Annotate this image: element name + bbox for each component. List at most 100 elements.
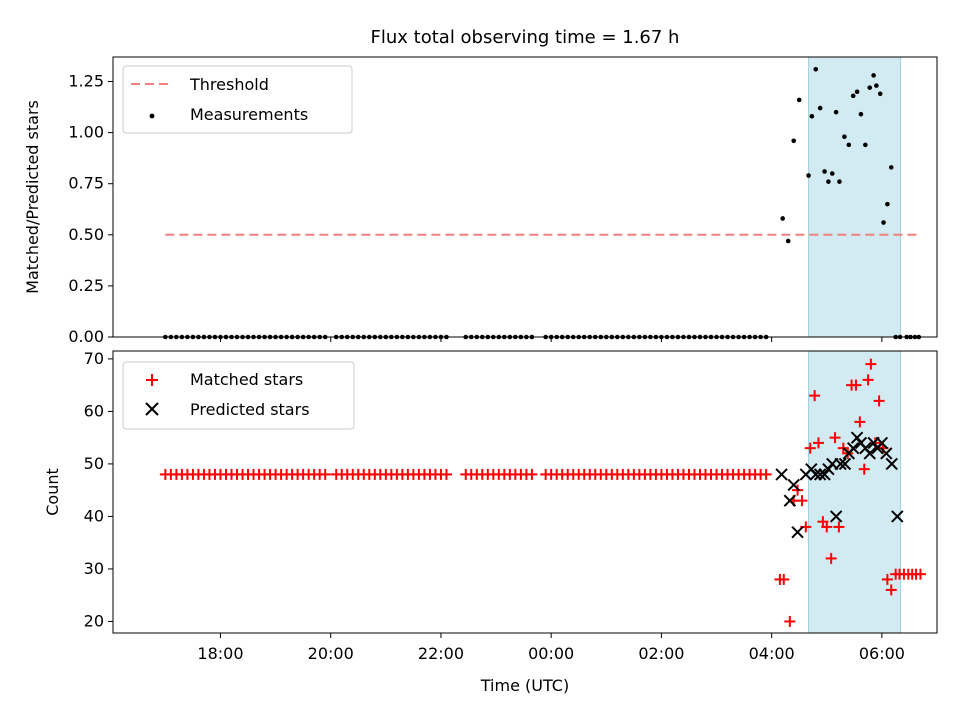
predicted-star-marker	[809, 468, 822, 481]
x-axis-label: Time (UTC)	[480, 676, 569, 695]
matched-star-marker	[829, 432, 841, 444]
predicted-star-marker	[875, 436, 889, 450]
x-tick-label: 06:00	[859, 644, 905, 663]
y-tick-label: 0.00	[68, 327, 104, 346]
predicted-star-marker	[813, 468, 827, 481]
legend-threshold-label: Threshold	[189, 75, 269, 94]
predicted-star-marker	[885, 457, 899, 471]
legend-matched-label: Matched stars	[190, 370, 303, 389]
measurement-point	[817, 105, 823, 111]
y-tick-label: 60	[84, 401, 104, 420]
count-y-axis-label: Count	[43, 468, 62, 516]
matched-star-marker	[885, 584, 897, 596]
measurement-point	[826, 179, 831, 184]
measurement-point	[837, 179, 842, 184]
measurement-point	[833, 109, 839, 115]
x-tick-label: 02:00	[638, 644, 684, 663]
count-plot-frame	[112, 350, 938, 634]
ratio-x-ticks	[219, 337, 883, 342]
measurement-point	[806, 173, 811, 178]
matched-star-marker	[854, 416, 866, 428]
x-tick-label: 20:00	[308, 644, 354, 663]
measurement-point	[813, 66, 819, 72]
ratio-y-axis-label: Matched/Predicted stars	[23, 100, 42, 294]
count-legend-box	[122, 361, 355, 430]
matched-star-marker	[526, 468, 538, 480]
matched-star-marker	[784, 615, 796, 627]
measurement-point	[846, 142, 852, 148]
predicted-star-marker	[863, 447, 876, 460]
observing-window-top	[808, 56, 902, 338]
matched-star-marker	[914, 568, 926, 580]
predicted-star-marker	[880, 447, 893, 460]
y-tick-label: 0.75	[68, 174, 104, 193]
measurement-point	[871, 73, 876, 78]
measurement-point	[877, 91, 883, 97]
count-y-axis: 20 30 40 50 60 70	[84, 349, 113, 630]
predicted-star-marker	[791, 525, 804, 539]
predicted-star-marker	[838, 457, 852, 471]
measurement-point	[809, 113, 815, 119]
matched-star-marker	[858, 463, 870, 475]
ratio-legend-box	[122, 65, 353, 134]
x-tick-label: 04:00	[749, 644, 795, 663]
ratio-y-axis: 0.00 0.25 0.50 0.75 1.00 1.25	[68, 72, 113, 346]
matched-star-marker	[825, 552, 837, 564]
predicted-star-marker	[847, 441, 860, 455]
measurement-point	[822, 169, 827, 174]
chart-title: Flux total observing time = 1.67 h	[371, 27, 680, 48]
x-tick-label: 00:00	[528, 644, 574, 663]
ratio-legend: Threshold Measurements	[122, 65, 353, 134]
matched-star-marker	[833, 521, 845, 533]
matched-star-marker	[881, 573, 893, 585]
matched-star-marker	[821, 521, 833, 533]
measurement-point	[842, 134, 847, 140]
measurement-point	[874, 83, 879, 88]
measurement-point	[796, 97, 802, 103]
predicted-star-marker	[891, 510, 904, 523]
legend-measurements-swatch	[149, 113, 155, 119]
legend-matched-swatch	[146, 374, 158, 386]
y-tick-label: 20	[84, 611, 104, 630]
measurement-point	[888, 165, 894, 170]
matched-star-marker	[778, 573, 790, 585]
time-x-axis: 18:00 20:00 22:00 00:00 02:00 04:00 06:00	[197, 633, 905, 663]
y-tick-label: 30	[84, 559, 104, 578]
y-tick-label: 50	[84, 454, 104, 473]
matched-star-marker	[862, 374, 874, 386]
predicted-star-marker	[775, 468, 788, 481]
matched-star-marker	[760, 468, 772, 480]
matched-star-marker	[865, 358, 877, 370]
x-tick-label: 18:00	[197, 644, 243, 663]
matched-star-marker	[440, 468, 452, 480]
matched-star-marker	[796, 495, 808, 507]
matched-star-marker	[809, 390, 821, 402]
measurement-point	[881, 220, 886, 225]
ratio-plot-frame	[112, 56, 938, 338]
measurement-point	[829, 171, 835, 176]
measurement-point	[858, 111, 864, 117]
legend-predicted-swatch	[145, 402, 159, 416]
observing-window-bottom	[808, 350, 902, 634]
y-tick-label: 40	[84, 506, 104, 525]
matched-star-marker	[850, 379, 862, 391]
measurement-point	[850, 93, 856, 99]
y-tick-label: 70	[84, 349, 104, 368]
y-tick-label: 1.25	[68, 72, 104, 91]
legend-measurements-label: Measurements	[190, 105, 308, 124]
measurement-point	[867, 85, 873, 90]
matched-star-marker	[812, 437, 824, 449]
predicted-star-marker	[783, 494, 797, 507]
count-panel: 20 30 40 50 60 70 18:00 20:00 22:00 00:00 02:00 04…	[43, 349, 938, 695]
count-legend: Matched stars Predicted stars	[122, 361, 355, 430]
x-tick-label: 22:00	[418, 644, 464, 663]
measurement-point	[780, 216, 785, 221]
measurement-point	[791, 138, 796, 144]
predicted-star-marker	[787, 478, 800, 492]
matched-star-marker	[873, 395, 885, 407]
ratio-panel: 0.00 0.25 0.50 0.75 1.00 1.25 Matched/Predict…	[23, 56, 938, 346]
predicted-star-marker	[829, 510, 843, 523]
count-points	[159, 358, 926, 627]
y-tick-label: 0.50	[68, 225, 104, 244]
